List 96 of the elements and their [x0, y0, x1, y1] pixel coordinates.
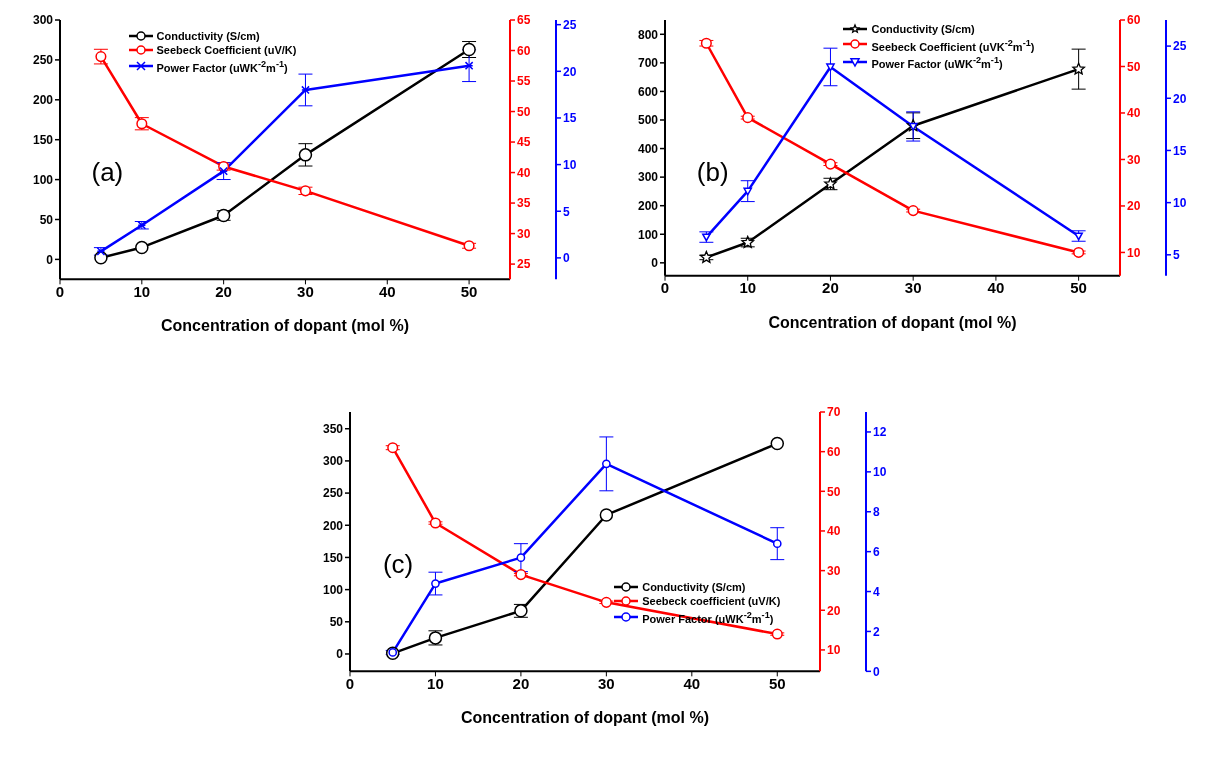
- x-axis-title: Concentration of dopant (mol %): [461, 709, 709, 727]
- y2-tick-label: 60: [517, 43, 531, 58]
- x-tick-label: 40: [378, 282, 396, 300]
- y2-tick-label: 35: [517, 196, 531, 211]
- x-axis-title: Concentration of dopant (mol %): [768, 313, 1017, 331]
- y-tick-label: 700: [637, 56, 659, 71]
- y3-tick-label: 6: [873, 544, 880, 559]
- y2-tick-label: 25: [517, 257, 531, 272]
- y2-tick-label: 40: [1127, 106, 1141, 121]
- y-tick-label: 350: [322, 421, 344, 436]
- y3-tick-label: 10: [1173, 195, 1187, 210]
- x-tick-label: 0: [345, 674, 355, 692]
- legend-label: Power Factor (uWK$^{-2}$m$^{-1}$): [871, 54, 1003, 71]
- y3-tick-label: 15: [563, 111, 577, 126]
- y3-tick-label: 0: [563, 251, 570, 266]
- y-tick-label: 250: [322, 486, 344, 501]
- y3-tick-label: 12: [873, 425, 887, 440]
- y2-tick-label: 50: [517, 104, 531, 119]
- x-tick-label: 20: [215, 282, 232, 300]
- legend-label: Conductivity (S/cm): [156, 29, 260, 44]
- y2-tick-label: 45: [517, 135, 531, 150]
- y-tick-label: 150: [322, 550, 344, 565]
- y3-tick-label: 20: [563, 64, 577, 79]
- x-tick-label: 20: [822, 279, 839, 297]
- annotation: (b): [696, 157, 729, 189]
- y2-tick-label: 20: [827, 603, 841, 618]
- y3-tick-label: 8: [873, 505, 880, 520]
- y-tick-label: 150: [32, 132, 54, 147]
- x-tick-label: 0: [660, 279, 670, 297]
- x-tick-label: 30: [598, 674, 615, 692]
- y2-tick-label: 40: [827, 524, 841, 539]
- y3-tick-label: 20: [1173, 91, 1187, 106]
- x-tick-label: 40: [683, 674, 701, 692]
- y2-tick-label: 70: [827, 405, 841, 420]
- y-tick-label: 50: [329, 615, 344, 630]
- y-tick-label: 100: [322, 582, 344, 597]
- annotation: (a): [91, 157, 124, 189]
- x-tick-label: 50: [460, 282, 478, 300]
- x-tick-label: 0: [55, 282, 65, 300]
- y3-tick-label: 10: [563, 157, 577, 172]
- y3-tick-label: 5: [563, 204, 570, 219]
- x-tick-label: 10: [133, 282, 151, 300]
- legend-label: Seebeck coefficient (uV/K): [642, 593, 781, 608]
- y3-tick-label: 25: [563, 17, 577, 32]
- y-tick-label: 200: [322, 518, 344, 533]
- x-tick-label: 30: [297, 282, 314, 300]
- y-tick-label: 100: [637, 227, 659, 242]
- y2-tick-label: 10: [827, 643, 841, 658]
- y-tick-label: 400: [637, 141, 659, 156]
- y2-tick-label: 60: [827, 444, 841, 459]
- y-tick-label: 600: [637, 84, 659, 99]
- y2-tick-label: 10: [1127, 245, 1141, 260]
- y2-tick-label: 30: [517, 226, 531, 241]
- y-tick-label: 200: [32, 93, 54, 108]
- x-axis-title: Concentration of dopant (mol %): [161, 317, 409, 335]
- y3-tick-label: 4: [873, 584, 880, 599]
- y-tick-label: 0: [336, 647, 344, 662]
- x-tick-label: 20: [512, 674, 530, 692]
- y-tick-label: 100: [32, 172, 54, 187]
- y3-tick-label: 10: [873, 465, 887, 480]
- y3-tick-label: 2: [873, 624, 880, 639]
- y2-tick-label: 50: [827, 484, 841, 499]
- y-tick-label: 300: [32, 13, 54, 28]
- legend-label: Conductivity (S/cm): [642, 579, 746, 594]
- y-tick-label: 250: [32, 53, 54, 68]
- y3-tick-label: 0: [873, 664, 880, 679]
- y2-tick-label: 60: [1127, 13, 1141, 28]
- y-tick-label: 300: [322, 454, 344, 469]
- annotation: (c): [382, 549, 414, 581]
- x-tick-label: 50: [768, 674, 786, 692]
- x-tick-label: 40: [987, 279, 1005, 297]
- y-tick-label: 0: [651, 256, 659, 271]
- legend-label: Power Factor (uWK$^{-2}$m$^{-1}$): [156, 58, 288, 75]
- y-tick-label: 500: [637, 113, 659, 128]
- legend-label: Conductivity (S/cm): [871, 21, 975, 36]
- x-tick-label: 30: [904, 279, 922, 297]
- legend-label: Seebeck Coefficient (uV/K): [156, 43, 297, 58]
- y-tick-label: 0: [46, 252, 54, 267]
- y2-tick-label: 55: [517, 74, 531, 89]
- y2-tick-label: 20: [1127, 199, 1141, 214]
- y2-tick-label: 50: [1127, 59, 1141, 74]
- legend-label: Seebeck Coefficient (uVK$^{-2}$m$^{-1}$): [871, 36, 1035, 54]
- y-tick-label: 200: [637, 198, 659, 213]
- y3-tick-label: 5: [1173, 248, 1180, 263]
- y2-tick-label: 30: [1127, 152, 1141, 167]
- y2-tick-label: 40: [517, 165, 531, 180]
- x-tick-label: 10: [427, 674, 444, 692]
- x-tick-label: 10: [739, 279, 757, 297]
- y2-tick-label: 30: [827, 563, 841, 578]
- x-tick-label: 50: [1070, 279, 1087, 297]
- y2-tick-label: 65: [517, 13, 531, 28]
- y-tick-label: 50: [39, 212, 54, 227]
- y-tick-label: 800: [637, 27, 659, 42]
- y3-tick-label: 15: [1173, 143, 1187, 158]
- y-tick-label: 300: [637, 170, 659, 185]
- y3-tick-label: 25: [1173, 39, 1187, 54]
